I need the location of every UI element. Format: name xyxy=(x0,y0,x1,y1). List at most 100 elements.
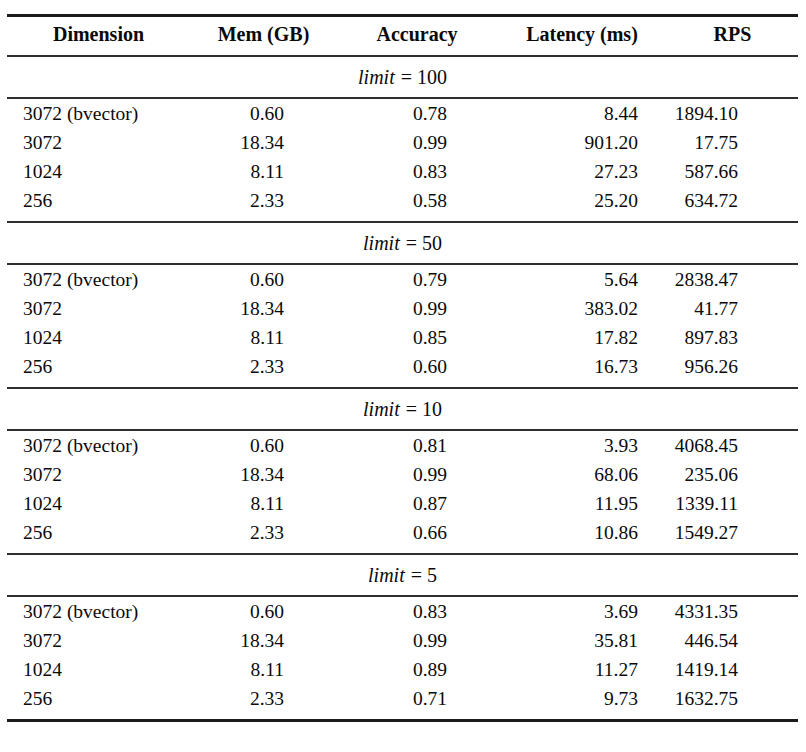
limit-value: = 50 xyxy=(406,232,442,254)
mem-cell: 0.60 xyxy=(190,430,337,460)
table-row: 307218.340.99901.2017.75 xyxy=(7,128,798,157)
table-row: 2562.330.6016.73956.26 xyxy=(7,352,798,388)
section-limit-10: limit= 103072 (bvector)0.600.813.934068.… xyxy=(7,388,798,554)
mem-cell: 8.11 xyxy=(190,489,337,518)
rps-cell: 1419.14 xyxy=(667,655,798,684)
mem-cell: 2.33 xyxy=(190,684,337,721)
rps-cell: 235.06 xyxy=(667,460,798,489)
accuracy-cell: 0.58 xyxy=(337,186,497,222)
mem-cell: 0.60 xyxy=(190,596,337,626)
table-row: 10248.110.8711.951339.11 xyxy=(7,489,798,518)
table-row: 10248.110.8327.23587.66 xyxy=(7,157,798,186)
benchmark-table-figure: Dimension Mem (GB) Accuracy Latency (ms)… xyxy=(0,0,806,722)
dimension-cell: 256 xyxy=(7,186,190,222)
mem-cell: 2.33 xyxy=(190,518,337,554)
rps-cell: 634.72 xyxy=(667,186,798,222)
col-header-rps: RPS xyxy=(667,16,798,57)
latency-cell: 27.23 xyxy=(497,157,667,186)
rps-cell: 1894.10 xyxy=(667,98,798,128)
accuracy-cell: 0.99 xyxy=(337,626,497,655)
table-row: 3072 (bvector)0.600.795.642838.47 xyxy=(7,264,798,294)
rps-cell: 41.77 xyxy=(667,294,798,323)
limit-variable: limit xyxy=(368,564,405,586)
accuracy-cell: 0.83 xyxy=(337,157,497,186)
results-table: Dimension Mem (GB) Accuracy Latency (ms)… xyxy=(7,14,798,722)
dimension-cell: 3072 xyxy=(7,128,190,157)
rps-cell: 1549.27 xyxy=(667,518,798,554)
latency-cell: 11.95 xyxy=(497,489,667,518)
table-row: 2562.330.719.731632.75 xyxy=(7,684,798,721)
accuracy-cell: 0.87 xyxy=(337,489,497,518)
latency-cell: 3.69 xyxy=(497,596,667,626)
header-row: Dimension Mem (GB) Accuracy Latency (ms)… xyxy=(7,16,798,57)
table-row: 307218.340.9968.06235.06 xyxy=(7,460,798,489)
mem-cell: 8.11 xyxy=(190,157,337,186)
dimension-cell: 256 xyxy=(7,518,190,554)
col-header-latency: Latency (ms) xyxy=(497,16,667,57)
dimension-cell: 3072 (bvector) xyxy=(7,430,190,460)
dimension-cell: 3072 (bvector) xyxy=(7,98,190,128)
rps-cell: 897.83 xyxy=(667,323,798,352)
table-row: 3072 (bvector)0.600.813.934068.45 xyxy=(7,430,798,460)
latency-cell: 3.93 xyxy=(497,430,667,460)
table-row: 10248.110.8911.271419.14 xyxy=(7,655,798,684)
latency-cell: 5.64 xyxy=(497,264,667,294)
latency-cell: 901.20 xyxy=(497,128,667,157)
dimension-cell: 256 xyxy=(7,352,190,388)
section-label-row: limit = 5 xyxy=(7,554,798,596)
latency-cell: 11.27 xyxy=(497,655,667,684)
table-row: 10248.110.8517.82897.83 xyxy=(7,323,798,352)
col-header-accuracy: Accuracy xyxy=(337,16,497,57)
dimension-cell: 3072 (bvector) xyxy=(7,596,190,626)
rps-cell: 1632.75 xyxy=(667,684,798,721)
table-row: 307218.340.9935.81446.54 xyxy=(7,626,798,655)
latency-cell: 16.73 xyxy=(497,352,667,388)
latency-cell: 10.86 xyxy=(497,518,667,554)
section-limit-5: limit = 5 3072 (bvector)0.600.833.694331.3… xyxy=(7,554,798,721)
mem-cell: 18.34 xyxy=(190,460,337,489)
dimension-cell: 1024 xyxy=(7,489,190,518)
table-row: 2562.330.5825.20634.72 xyxy=(7,186,798,222)
mem-cell: 0.60 xyxy=(190,264,337,294)
accuracy-cell: 0.78 xyxy=(337,98,497,128)
table-row: 3072 (bvector)0.600.833.694331.35 xyxy=(7,596,798,626)
latency-cell: 383.02 xyxy=(497,294,667,323)
latency-cell: 9.73 xyxy=(497,684,667,721)
dimension-cell: 3072 xyxy=(7,294,190,323)
rps-cell: 446.54 xyxy=(667,626,798,655)
table-row: 2562.330.6610.861549.27 xyxy=(7,518,798,554)
mem-cell: 18.34 xyxy=(190,626,337,655)
mem-cell: 8.11 xyxy=(190,323,337,352)
col-header-dimension: Dimension xyxy=(7,16,190,57)
mem-cell: 18.34 xyxy=(190,294,337,323)
section-label-row: limit= 50 xyxy=(7,222,798,264)
mem-cell: 18.34 xyxy=(190,128,337,157)
accuracy-cell: 0.79 xyxy=(337,264,497,294)
dimension-cell: 1024 xyxy=(7,655,190,684)
rps-cell: 4068.45 xyxy=(667,430,798,460)
dimension-cell: 3072 xyxy=(7,460,190,489)
dimension-cell: 3072 (bvector) xyxy=(7,264,190,294)
mem-cell: 8.11 xyxy=(190,655,337,684)
accuracy-cell: 0.99 xyxy=(337,128,497,157)
accuracy-cell: 0.81 xyxy=(337,430,497,460)
dimension-cell: 3072 xyxy=(7,626,190,655)
rps-cell: 587.66 xyxy=(667,157,798,186)
accuracy-cell: 0.60 xyxy=(337,352,497,388)
accuracy-cell: 0.89 xyxy=(337,655,497,684)
rps-cell: 2838.47 xyxy=(667,264,798,294)
dimension-cell: 1024 xyxy=(7,323,190,352)
mem-cell: 2.33 xyxy=(190,186,337,222)
rps-cell: 956.26 xyxy=(667,352,798,388)
table-row: 307218.340.99383.0241.77 xyxy=(7,294,798,323)
limit-value: = 5 xyxy=(411,564,437,586)
accuracy-cell: 0.83 xyxy=(337,596,497,626)
dimension-cell: 1024 xyxy=(7,157,190,186)
section-label: limit= 100 xyxy=(7,56,798,98)
section-label-row: limit= 10 xyxy=(7,388,798,430)
limit-variable: limit xyxy=(363,398,400,420)
rps-cell: 17.75 xyxy=(667,128,798,157)
limit-value: = 100 xyxy=(401,66,447,88)
accuracy-cell: 0.99 xyxy=(337,294,497,323)
accuracy-cell: 0.85 xyxy=(337,323,497,352)
